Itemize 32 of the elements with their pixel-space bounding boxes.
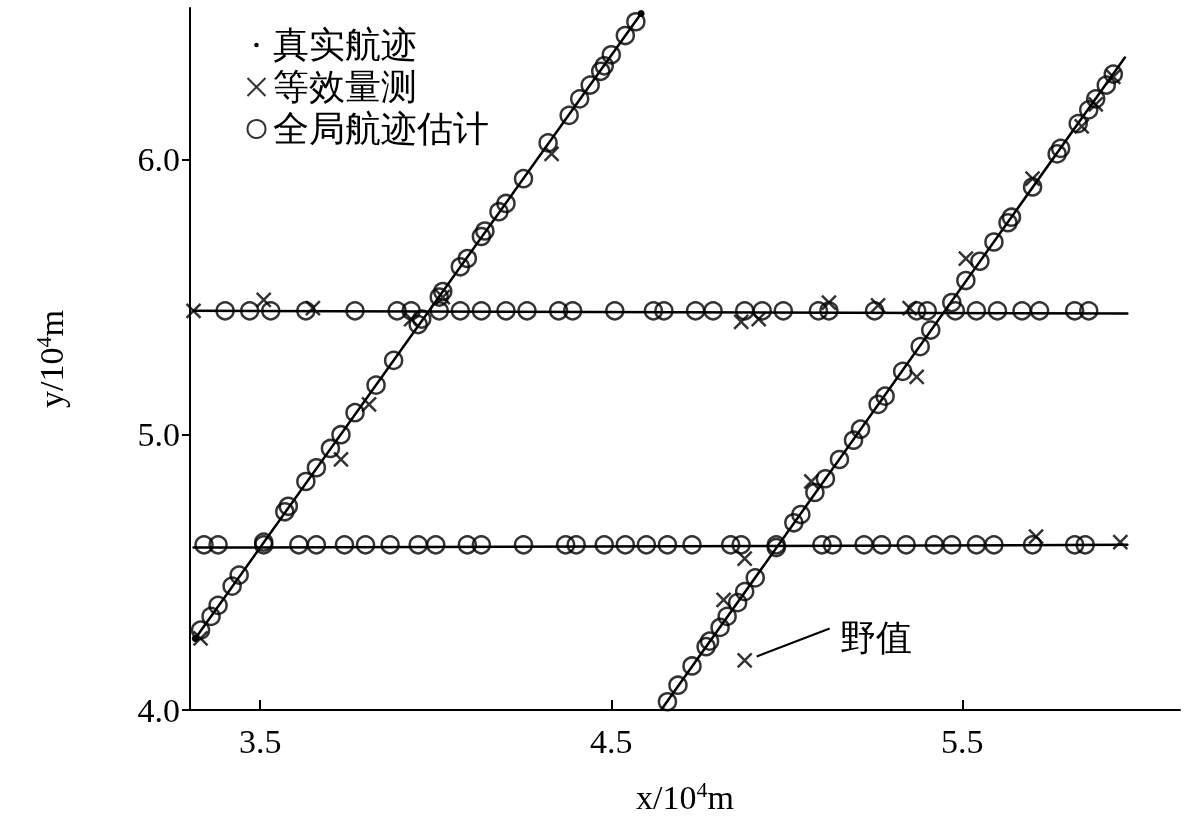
legend-label: 全局航迹估计 [272, 109, 489, 149]
point [304, 299, 322, 317]
point [192, 630, 209, 647]
point [1073, 118, 1090, 135]
y-tick-label: 6.0 [137, 140, 180, 178]
point [1024, 170, 1041, 187]
point [543, 145, 560, 163]
point [185, 302, 202, 320]
y-tick-label: 4.0 [137, 691, 180, 729]
point [732, 313, 750, 331]
legend-label: 等效量测 [272, 67, 417, 107]
point [901, 299, 918, 317]
point [736, 652, 753, 669]
x-tick-label: 5.5 [941, 722, 984, 760]
point [332, 451, 350, 468]
y-tick-label: 5.0 [137, 416, 180, 454]
point [820, 294, 838, 311]
point [1112, 533, 1129, 551]
x-tick-label: 3.5 [238, 722, 282, 760]
point [869, 297, 887, 314]
point [1027, 528, 1045, 545]
annotation: 野值 [839, 618, 912, 659]
y-axis-title: y/104m [30, 310, 70, 408]
point [1087, 96, 1104, 113]
point [715, 591, 732, 609]
point [736, 550, 753, 567]
x-tick-label: 4.5 [590, 722, 633, 760]
point [957, 250, 975, 267]
point [803, 473, 820, 490]
legend-label: 真实航迹 [272, 25, 417, 65]
point [434, 288, 452, 306]
point [1105, 68, 1122, 86]
